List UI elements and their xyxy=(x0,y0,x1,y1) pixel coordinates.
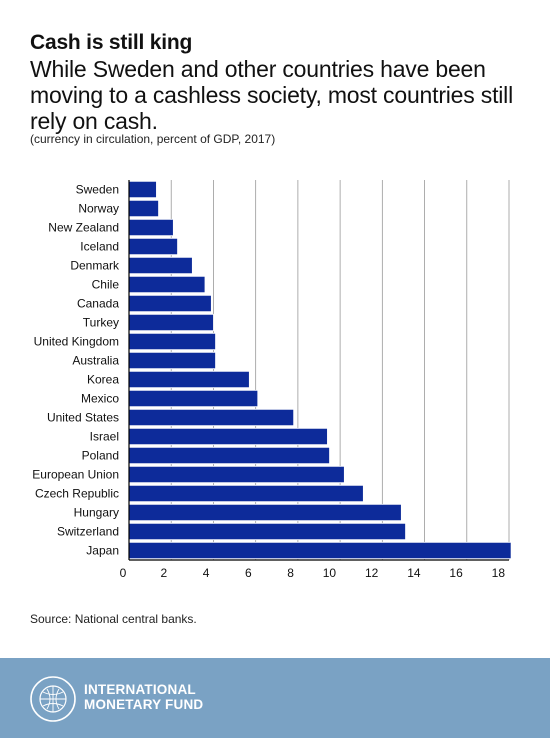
category-label: New Zealand xyxy=(48,221,119,235)
x-tick-label: 14 xyxy=(407,566,421,580)
category-label: Switzerland xyxy=(57,525,119,539)
category-label: Korea xyxy=(87,373,119,387)
bar xyxy=(128,389,259,408)
category-label: United States xyxy=(47,411,119,425)
category-label: Chile xyxy=(92,278,120,292)
category-label: Mexico xyxy=(81,392,119,406)
bar xyxy=(128,294,212,313)
bar xyxy=(128,275,206,294)
bar xyxy=(128,180,157,199)
category-label: Poland xyxy=(82,449,119,463)
category-label: Hungary xyxy=(74,506,119,520)
bar xyxy=(128,351,216,370)
bar xyxy=(128,465,345,484)
x-tick-label: 12 xyxy=(365,566,379,580)
category-label: Japan xyxy=(86,544,119,558)
bar xyxy=(128,408,295,427)
bar xyxy=(128,427,328,446)
x-tick-label: 4 xyxy=(203,566,210,580)
category-label: Sweden xyxy=(76,183,119,197)
x-tick-label: 10 xyxy=(323,566,337,580)
chart-units-note: (currency in circulation, percent of GDP… xyxy=(30,132,276,146)
bar xyxy=(128,313,214,332)
source-note: Source: National central banks. xyxy=(30,612,197,626)
bar xyxy=(128,218,174,237)
x-tick-label: 2 xyxy=(161,566,168,580)
x-tick-label: 8 xyxy=(287,566,294,580)
bar xyxy=(128,503,402,522)
category-label: Canada xyxy=(77,297,119,311)
bar xyxy=(128,541,512,560)
imf-seal-logo xyxy=(30,676,76,722)
bar xyxy=(128,522,406,541)
category-label: Israel xyxy=(90,430,119,444)
category-label: Denmark xyxy=(70,259,120,273)
category-label: United Kingdom xyxy=(34,335,119,349)
bar-chart: Sweden Norway New Zealand Iceland Denmark Chi… xyxy=(32,180,512,580)
x-tick-label: 0 xyxy=(120,566,127,580)
bar xyxy=(128,446,330,465)
bar xyxy=(128,199,159,218)
category-label: Iceland xyxy=(80,240,119,254)
x-tick-label: 18 xyxy=(492,566,506,580)
imf-wordmark: INTERNATIONAL MONETARY FUND xyxy=(84,682,203,712)
bar xyxy=(128,484,364,503)
bar xyxy=(128,332,216,351)
category-label: Australia xyxy=(72,354,119,368)
bar xyxy=(128,370,250,389)
org-name-line1: INTERNATIONAL xyxy=(84,682,196,697)
category-label: Turkey xyxy=(83,316,119,330)
chart-subtitle: While Sweden and other countries have be… xyxy=(30,56,513,134)
chart-title: Cash is still king xyxy=(30,31,193,54)
org-name-line2: MONETARY FUND xyxy=(84,697,204,712)
x-tick-label: 16 xyxy=(449,566,463,580)
bar xyxy=(128,256,193,275)
category-label: European Union xyxy=(32,468,119,482)
category-label: Czech Republic xyxy=(35,487,119,501)
x-tick-label: 6 xyxy=(245,566,252,580)
category-label: Norway xyxy=(78,202,119,216)
bar xyxy=(128,237,178,256)
footer-bar: INTERNATIONAL MONETARY FUND xyxy=(0,658,550,738)
